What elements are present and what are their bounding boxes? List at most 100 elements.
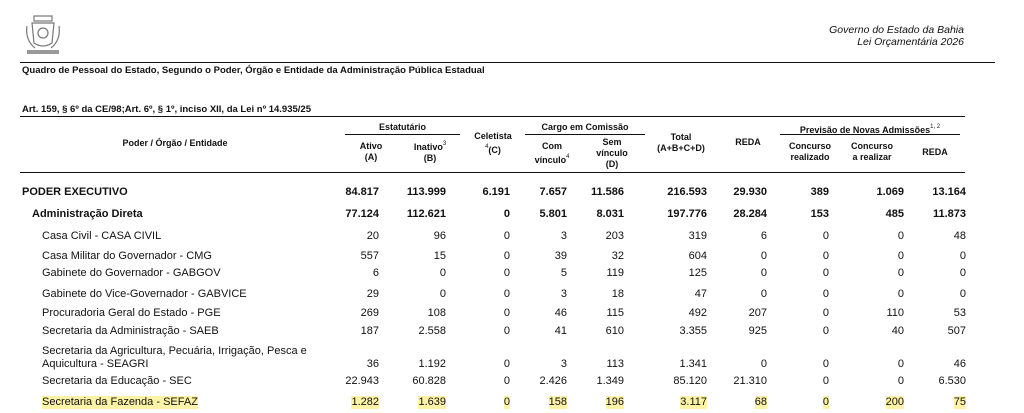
cell-value: 0	[822, 267, 829, 279]
cell-value: 0	[503, 267, 510, 279]
row-label: Procuradoria Geral do Estado - PGE	[42, 307, 221, 319]
cell-value: 0	[760, 250, 767, 262]
col-header: REDA	[735, 137, 761, 147]
cell-value: 0	[897, 267, 904, 279]
cell-value: 22.943	[345, 375, 379, 387]
col-header: Total (A+B+C+D)	[650, 132, 712, 154]
cell-value: 1.341	[679, 358, 707, 370]
cell-value: 0	[760, 267, 767, 279]
cell-value: 0	[503, 375, 510, 387]
cell-value: 46	[554, 307, 567, 319]
col-header: Celetista 4(C)	[468, 131, 518, 156]
rule	[20, 62, 995, 63]
cell-value: 41	[554, 325, 567, 337]
cell-value: 5	[560, 267, 567, 279]
group-header: Estatutário	[378, 122, 426, 132]
group-header: Previsão de Novas Admissões	[799, 125, 931, 135]
cell-value: 0	[822, 396, 829, 409]
cell-value: 492	[688, 307, 707, 319]
cell-value: 53	[953, 307, 966, 319]
cell-value: 0	[897, 250, 904, 262]
cell-value: 485	[885, 208, 904, 220]
cell-value: 0	[503, 230, 510, 242]
row-label: Gabinete do Vice-Governador - GABVICE	[42, 288, 247, 300]
cell-value: 0	[503, 325, 510, 337]
cell-value: 1.192	[418, 358, 446, 370]
report-title: Quadro de Pessoal do Estado, Segundo o P…	[22, 65, 485, 76]
legal-ref: Art. 159, § 6º da CE/98;Art. 6º, § 1º, i…	[22, 104, 311, 115]
cell-value: 319	[688, 230, 707, 242]
cell-value: 158	[548, 396, 567, 409]
text: (B)	[423, 153, 437, 163]
cell-value: 13.164	[932, 186, 966, 198]
col-header: Concurso realizado	[780, 141, 840, 163]
cell-value: 46	[953, 358, 966, 370]
cell-value: 2.558	[418, 325, 446, 337]
col-header: Inativo3 (B)	[405, 139, 455, 164]
cell-value: 8.031	[596, 208, 624, 220]
cell-value: 200	[885, 396, 904, 409]
cell-value: 36	[366, 358, 379, 370]
cell-value: 6	[372, 267, 379, 279]
col-header: Sem vínculo (D)	[587, 137, 637, 170]
cell-value: 557	[360, 250, 379, 262]
cell-value: 125	[688, 267, 707, 279]
cell-value: 60.828	[412, 375, 446, 387]
rule	[780, 134, 960, 135]
header: Governo do Estado da Bahia Lei Orçamentá…	[829, 24, 964, 48]
cell-value: 29.930	[733, 186, 767, 198]
cell-value: 1.069	[876, 186, 904, 198]
row-label: Gabinete do Governador - GABGOV	[42, 267, 221, 279]
text: Celetista	[474, 131, 512, 141]
cell-value: 925	[748, 325, 767, 337]
cell-value: 269	[360, 307, 379, 319]
cell-value: 0	[503, 307, 510, 319]
footnote: 1, 2	[930, 124, 941, 130]
cell-value: 610	[605, 325, 624, 337]
cell-value: 85.120	[673, 375, 707, 387]
text: Inativo	[413, 142, 443, 152]
cell-value: 216.593	[667, 186, 707, 198]
row-label: Secretaria da Fazenda - SEFAZ	[42, 396, 198, 409]
cell-value: 11.586	[590, 186, 624, 198]
cell-value: 119	[606, 267, 624, 279]
row-label: Casa Militar do Governador - CMG	[42, 250, 212, 262]
cell-value: 6.530	[938, 375, 966, 387]
cell-value: 48	[953, 230, 966, 242]
text: (D)	[605, 159, 619, 169]
cell-value: 75	[953, 396, 966, 409]
cell-value: 113.999	[406, 186, 446, 198]
row-label: Secretaria da Educação - SEC	[42, 375, 192, 387]
cell-value: 0	[503, 288, 510, 300]
cell-value: 112.621	[406, 208, 446, 220]
footnote: 4	[566, 154, 570, 160]
rule	[525, 134, 645, 135]
cell-value: 0	[822, 288, 829, 300]
cell-value: 47	[694, 288, 707, 300]
cell-value: 115	[606, 307, 624, 319]
header-title: Governo do Estado da Bahia	[829, 24, 964, 36]
cell-value: 15	[433, 250, 446, 262]
cell-value: 207	[748, 307, 767, 319]
cell-value: 32	[611, 250, 624, 262]
cell-value: 39	[554, 250, 567, 262]
cell-value: 0	[822, 325, 829, 337]
cell-value: 20	[366, 230, 379, 242]
cell-value: 203	[605, 230, 624, 242]
cell-value: 6.191	[482, 186, 510, 198]
cell-value: 0	[503, 358, 510, 370]
cell-value: 0	[897, 288, 904, 300]
cell-value: 113	[606, 358, 624, 370]
text: vínculo	[534, 155, 567, 165]
row-label: Secretaria da Administração - SAEB	[42, 325, 219, 337]
cell-value: 389	[810, 186, 829, 198]
cell-value: 77.124	[345, 208, 379, 220]
col-header: Ativo (A)	[346, 141, 396, 163]
cell-value: 0	[959, 267, 966, 279]
row-label: Administração Direta	[32, 208, 143, 220]
text: a realizar	[852, 152, 892, 162]
text: realizado	[790, 152, 830, 162]
text: Sem	[602, 137, 622, 147]
logo	[26, 15, 60, 54]
cell-value: 0	[822, 358, 829, 370]
